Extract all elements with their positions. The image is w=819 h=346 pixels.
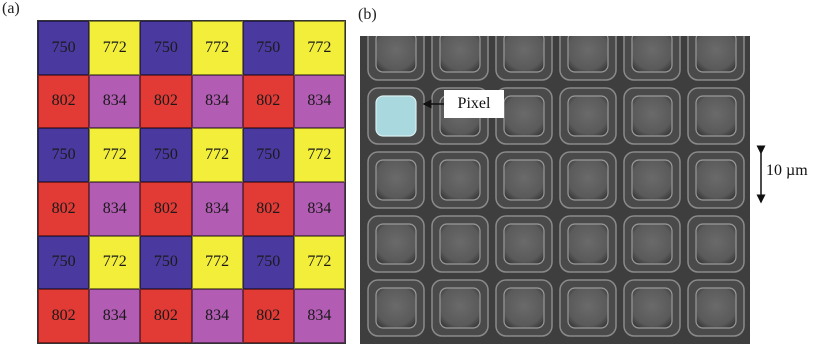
grid-cell: 772: [191, 128, 243, 182]
grid-cell: 834: [89, 74, 141, 129]
pixel: [631, 36, 673, 73]
pixel: [503, 287, 545, 329]
grid-cell: 802: [38, 289, 90, 343]
pixel: [631, 95, 673, 137]
grid-cell: 750: [38, 21, 90, 75]
grid-cell: 772: [89, 235, 141, 290]
pixel: [503, 223, 545, 265]
pixel: [375, 287, 417, 329]
grid-cell: 802: [242, 74, 294, 129]
grid-cell: 750: [140, 235, 192, 290]
highlighted-pixel: [375, 95, 417, 137]
pixel: [503, 36, 545, 73]
grid-cell: 750: [242, 128, 294, 182]
pixel-label: Pixel: [444, 90, 504, 118]
grid-cell: 802: [242, 289, 294, 343]
pixel: [375, 223, 417, 265]
grid-cell: 750: [140, 128, 192, 182]
grid-cell: 802: [140, 289, 192, 343]
pixel: [631, 159, 673, 201]
pixel: [695, 287, 737, 329]
pixel: [439, 287, 481, 329]
grid-cell: 834: [89, 289, 141, 343]
sem-micrograph: [360, 36, 750, 344]
grid-cell: 802: [242, 182, 294, 236]
wavelength-mosaic-grid: 750 772 750 772 750 772 802 834 802 834 802 834 750 7…: [37, 20, 346, 344]
pixel: [567, 287, 609, 329]
grid-cell: 802: [140, 74, 192, 129]
grid-cell: 772: [89, 21, 141, 75]
pixel: [567, 95, 609, 137]
pixel: [375, 159, 417, 201]
panel-a-label: (a): [2, 0, 20, 17]
grid-cell: 750: [242, 21, 294, 75]
pixel: [503, 159, 545, 201]
pixel: [439, 223, 481, 265]
grid-cell: 834: [293, 289, 345, 343]
grid-cell: 802: [38, 182, 90, 236]
pixel: [631, 223, 673, 265]
scale-bar-label: 10 µm: [766, 162, 808, 179]
pixel-array-image: [367, 36, 745, 337]
grid-cell: 834: [191, 182, 243, 236]
grid-cell: 750: [38, 235, 90, 290]
pixel: [567, 223, 609, 265]
grid-cell: 750: [140, 21, 192, 75]
grid-cell: 772: [191, 21, 243, 75]
grid-cell: 834: [293, 182, 345, 236]
pixel: [695, 159, 737, 201]
grid-cell: 834: [191, 74, 243, 129]
grid-cell: 772: [293, 235, 345, 290]
pixel: [567, 36, 609, 73]
grid-cell: 834: [89, 182, 141, 236]
grid-cell: 802: [38, 74, 90, 129]
grid-cell: 772: [191, 235, 243, 290]
grid-cell: 750: [38, 128, 90, 182]
grid-cell: 834: [293, 74, 345, 129]
pixel: [631, 287, 673, 329]
grid-cell: 772: [293, 128, 345, 182]
panel-b-label: (b): [358, 6, 377, 23]
grid-cell: 802: [140, 182, 192, 236]
pixel: [503, 95, 545, 137]
pixel: [695, 223, 737, 265]
pixel: [375, 36, 417, 73]
pixel: [439, 159, 481, 201]
pixel: [695, 36, 737, 73]
pixel: [439, 36, 481, 73]
grid-cell: 750: [242, 235, 294, 290]
pixel: [695, 95, 737, 137]
grid-cell: 772: [293, 21, 345, 75]
grid-cell: 834: [191, 289, 243, 343]
grid-cell: 772: [89, 128, 141, 182]
pixel: [567, 159, 609, 201]
